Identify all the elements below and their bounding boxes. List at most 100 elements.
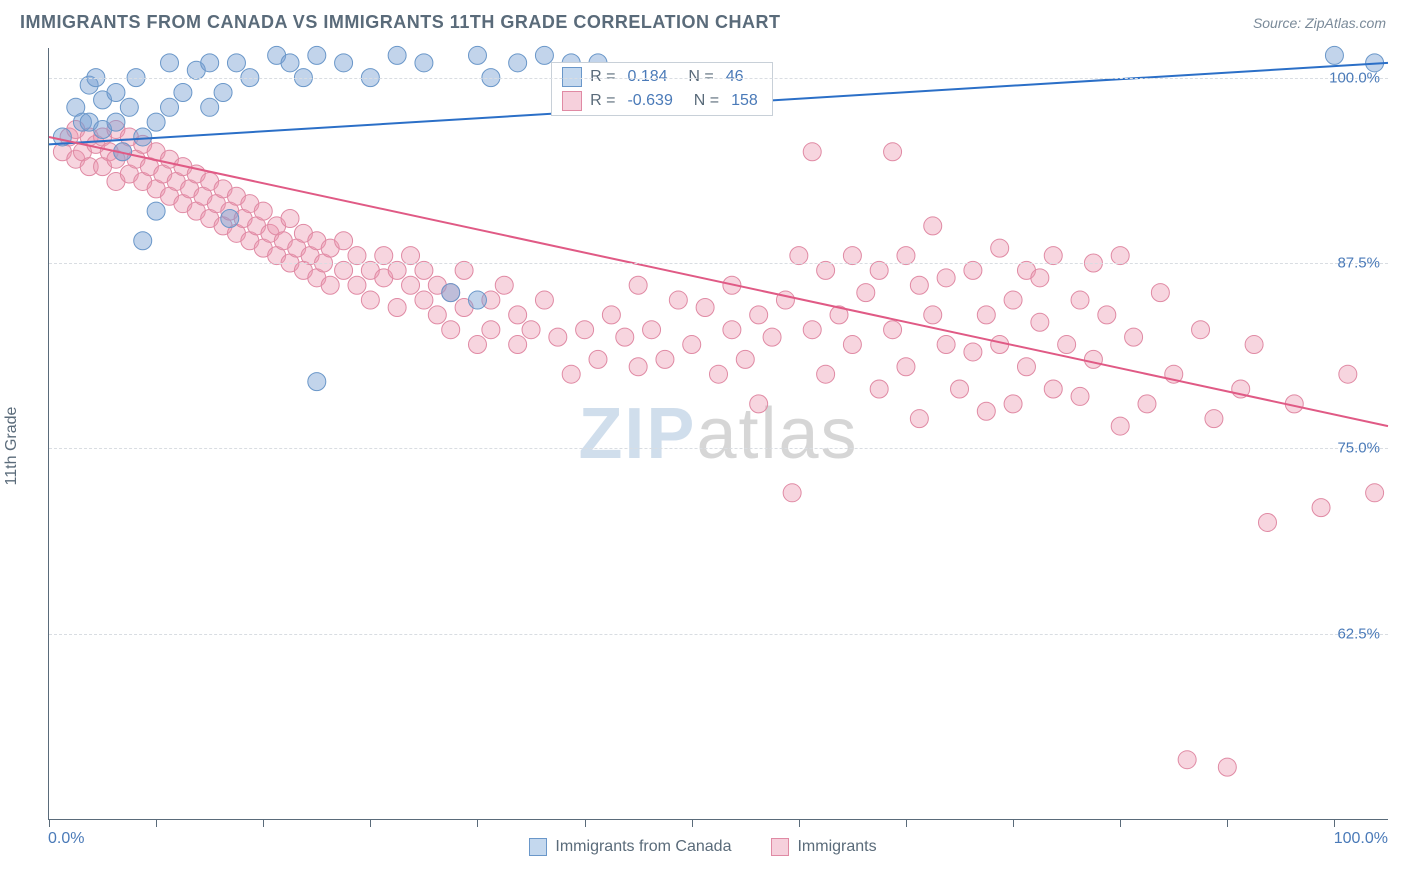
legend-label: Immigrants from Canada (555, 838, 731, 856)
scatter-point (227, 54, 245, 72)
scatter-point (1111, 417, 1129, 435)
x-tick (1013, 819, 1014, 827)
y-tick-label: 62.5% (1337, 625, 1380, 642)
scatter-point (1312, 499, 1330, 517)
stats-r-label: R = (590, 92, 615, 110)
scatter-point (843, 247, 861, 265)
scatter-point (1098, 306, 1116, 324)
scatter-point (1205, 410, 1223, 428)
scatter-point (763, 328, 781, 346)
scatter-point (442, 284, 460, 302)
scatter-point (161, 54, 179, 72)
scatter-point (147, 202, 165, 220)
scatter-point (1178, 751, 1196, 769)
scatter-point (201, 98, 219, 116)
scatter-point (402, 247, 420, 265)
scatter-point (629, 276, 647, 294)
chart-title: IMMIGRANTS FROM CANADA VS IMMIGRANTS 11T… (20, 12, 781, 33)
stats-swatch (562, 91, 582, 111)
scatter-point (977, 402, 995, 420)
scatter-point (589, 350, 607, 368)
scatter-point (281, 210, 299, 228)
scatter-point (803, 143, 821, 161)
scatter-point (221, 210, 239, 228)
scatter-point (977, 306, 995, 324)
scatter-point (884, 143, 902, 161)
scatter-point (107, 83, 125, 101)
scatter-point (442, 321, 460, 339)
source-label: Source: ZipAtlas.com (1253, 15, 1386, 31)
scatter-point (1325, 46, 1343, 64)
x-tick (156, 819, 157, 827)
scatter-point (308, 373, 326, 391)
x-tick (692, 819, 693, 827)
scatter-point (562, 365, 580, 383)
scatter-point (1111, 247, 1129, 265)
scatter-point (576, 321, 594, 339)
scatter-point (991, 239, 1009, 257)
scatter-point (348, 276, 366, 294)
scatter-point (495, 276, 513, 294)
stats-legend-box: R =0.184 N =46R =-0.639 N =158 (551, 62, 773, 116)
scatter-point (415, 291, 433, 309)
scatter-point (951, 380, 969, 398)
scatter-point (388, 298, 406, 316)
x-tick (477, 819, 478, 827)
scatter-point (884, 321, 902, 339)
scatter-point (910, 276, 928, 294)
x-tick (1120, 819, 1121, 827)
scatter-point (843, 336, 861, 354)
legend-item: Immigrants from Canada (529, 838, 731, 856)
scatter-point (174, 83, 192, 101)
scatter-point (602, 306, 620, 324)
scatter-point (1031, 269, 1049, 287)
scatter-point (723, 321, 741, 339)
scatter-point (924, 217, 942, 235)
scatter-point (1125, 328, 1143, 346)
scatter-point (375, 247, 393, 265)
legend-swatch (771, 838, 789, 856)
scatter-point (254, 202, 272, 220)
scatter-point (468, 291, 486, 309)
scatter-point (468, 336, 486, 354)
scatter-point (710, 365, 728, 383)
scatter-point (1031, 313, 1049, 331)
scatter-point (428, 306, 446, 324)
scatter-point (120, 98, 138, 116)
scatter-point (535, 291, 553, 309)
scatter-point (509, 336, 527, 354)
scatter-point (1058, 336, 1076, 354)
scatter-point (897, 358, 915, 376)
scatter-point (616, 328, 634, 346)
scatter-point (736, 350, 754, 368)
x-tick (585, 819, 586, 827)
scatter-point (857, 284, 875, 302)
scatter-point (361, 291, 379, 309)
scatter-point (1004, 291, 1022, 309)
scatter-point (1004, 395, 1022, 413)
scatter-point (1366, 484, 1384, 502)
scatter-point (1339, 365, 1357, 383)
scatter-point (134, 232, 152, 250)
scatter-point (1071, 291, 1089, 309)
scatter-point (629, 358, 647, 376)
scatter-point (964, 343, 982, 361)
scatter-point (388, 46, 406, 64)
scatter-point (1245, 336, 1263, 354)
scatter-point (147, 113, 165, 131)
scatter-point (910, 410, 928, 428)
y-axis-label: 11th Grade (3, 407, 21, 486)
scatter-point (214, 83, 232, 101)
scatter-point (388, 261, 406, 279)
gridline-h (49, 634, 1388, 635)
plot-area: ZIPatlas R =0.184 N =46R =-0.639 N =158 … (48, 48, 1388, 820)
scatter-point (522, 321, 540, 339)
scatter-point (790, 247, 808, 265)
stats-r-value: -0.639 (623, 92, 676, 110)
scatter-point (402, 276, 420, 294)
scatter-point (870, 380, 888, 398)
gridline-h (49, 448, 1388, 449)
scatter-point (161, 98, 179, 116)
x-tick (370, 819, 371, 827)
scatter-point (803, 321, 821, 339)
